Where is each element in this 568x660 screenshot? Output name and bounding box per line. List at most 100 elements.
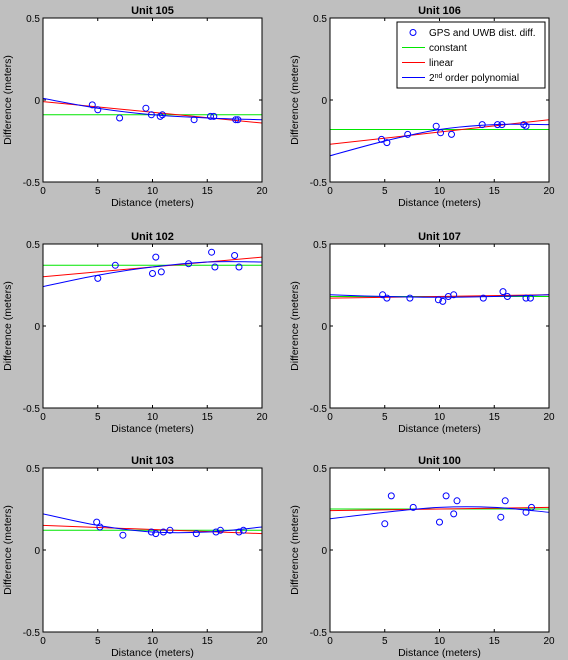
data-point bbox=[88, 101, 96, 109]
x-tick-label: 10 bbox=[147, 412, 159, 423]
panel-4-y-axis-label: Difference (meters) bbox=[289, 281, 301, 371]
y-tick-label: 0.5 bbox=[313, 240, 327, 251]
poly2-fit-line bbox=[43, 261, 262, 288]
data-point bbox=[152, 530, 160, 538]
data-point bbox=[211, 263, 219, 271]
x-tick-label: 5 bbox=[95, 636, 101, 647]
data-point bbox=[159, 528, 167, 536]
x-tick-label: 5 bbox=[382, 412, 388, 423]
data-point bbox=[152, 253, 160, 261]
legend-marker-circle bbox=[409, 29, 417, 36]
panel-6-plot-area bbox=[330, 468, 549, 632]
panel-4-title: Unit 107 bbox=[418, 231, 461, 243]
data-point bbox=[149, 270, 156, 277]
panel-4-data bbox=[330, 288, 549, 305]
data-point bbox=[432, 122, 440, 130]
x-tick-label: 0 bbox=[40, 636, 46, 647]
x-tick-label: 20 bbox=[543, 412, 555, 423]
y-tick-label: 0.5 bbox=[313, 14, 327, 25]
y-tick-label: 0 bbox=[321, 546, 327, 557]
x-tick-label: 10 bbox=[434, 412, 446, 423]
y-tick-label: -0.5 bbox=[23, 178, 41, 189]
data-point bbox=[234, 116, 242, 124]
panel-5-plot-area bbox=[43, 468, 262, 632]
panel-1-plot-area bbox=[43, 18, 262, 182]
data-point bbox=[439, 297, 447, 305]
data-point bbox=[94, 106, 102, 114]
data-point bbox=[158, 111, 166, 119]
panel-5-data bbox=[43, 513, 262, 539]
x-tick-label: 0 bbox=[327, 636, 333, 647]
data-point bbox=[210, 112, 218, 120]
legend: GPS and UWB dist. diff. constant linear 2nd… bbox=[396, 21, 546, 89]
data-point bbox=[190, 116, 198, 124]
data-point bbox=[383, 294, 391, 302]
panel-1-x-axis-label: Distance (meters) bbox=[111, 197, 194, 209]
data-point bbox=[406, 294, 414, 302]
data-point bbox=[528, 503, 535, 511]
data-point bbox=[522, 508, 530, 516]
data-point bbox=[453, 497, 461, 505]
poly2-fit-line bbox=[43, 97, 262, 121]
y-tick-label: 0.5 bbox=[26, 14, 40, 25]
data-point bbox=[522, 294, 530, 302]
x-tick-label: 15 bbox=[202, 636, 214, 647]
x-tick-label: 0 bbox=[40, 412, 46, 423]
panel-2-x-axis-label: Distance (meters) bbox=[398, 197, 481, 209]
data-point bbox=[383, 139, 391, 147]
panel-6-frame bbox=[329, 467, 550, 633]
panel-1-title: Unit 105 bbox=[131, 5, 174, 17]
data-point bbox=[119, 531, 127, 539]
data-point bbox=[434, 296, 442, 304]
data-point bbox=[503, 293, 511, 300]
data-point bbox=[147, 111, 155, 119]
data-point bbox=[192, 530, 200, 538]
panel-4-plot-area bbox=[330, 244, 549, 408]
data-point bbox=[526, 294, 534, 302]
panel-5-y-axis-label: Difference (meters) bbox=[2, 505, 14, 595]
linear-fit-line bbox=[330, 506, 549, 512]
data-point bbox=[235, 263, 243, 271]
panel-3-x-axis-label: Distance (meters) bbox=[111, 423, 194, 435]
panel-5-x-axis-label: Distance (meters) bbox=[111, 647, 194, 659]
y-tick-label: 0 bbox=[34, 322, 40, 333]
data-point bbox=[212, 528, 220, 536]
y-tick-label: 0 bbox=[321, 322, 327, 333]
y-tick-label: -0.5 bbox=[310, 404, 328, 415]
panel-2-frame bbox=[329, 17, 550, 183]
y-tick-label: -0.5 bbox=[23, 628, 41, 639]
data-point bbox=[381, 520, 389, 528]
y-tick-label: 0 bbox=[34, 96, 40, 107]
y-tick-label: 0.5 bbox=[26, 464, 40, 475]
x-tick-label: 20 bbox=[256, 412, 268, 423]
panel-5-frame bbox=[42, 467, 263, 633]
x-tick-label: 5 bbox=[95, 412, 101, 423]
data-point bbox=[497, 513, 505, 521]
data-point bbox=[450, 291, 458, 299]
data-point bbox=[522, 122, 530, 130]
data-point bbox=[96, 523, 104, 531]
panel-2-title: Unit 106 bbox=[418, 5, 461, 17]
x-tick-label: 15 bbox=[489, 636, 501, 647]
data-point bbox=[147, 528, 155, 536]
data-point bbox=[185, 260, 193, 268]
data-point bbox=[116, 114, 124, 122]
poly2-fit-line bbox=[330, 506, 549, 520]
panel-2-data bbox=[330, 119, 549, 157]
data-point bbox=[231, 252, 239, 259]
data-point bbox=[379, 291, 387, 299]
data-point bbox=[156, 112, 164, 120]
poly2-fit-line bbox=[43, 513, 262, 534]
legend-item: 2nd order polynomial bbox=[402, 73, 519, 84]
x-tick-label: 10 bbox=[147, 636, 159, 647]
y-tick-label: -0.5 bbox=[310, 178, 328, 189]
legend-item: linear bbox=[402, 58, 454, 69]
data-point bbox=[479, 294, 487, 302]
y-tick-label: 0 bbox=[321, 96, 327, 107]
panel-1-frame bbox=[42, 17, 263, 183]
